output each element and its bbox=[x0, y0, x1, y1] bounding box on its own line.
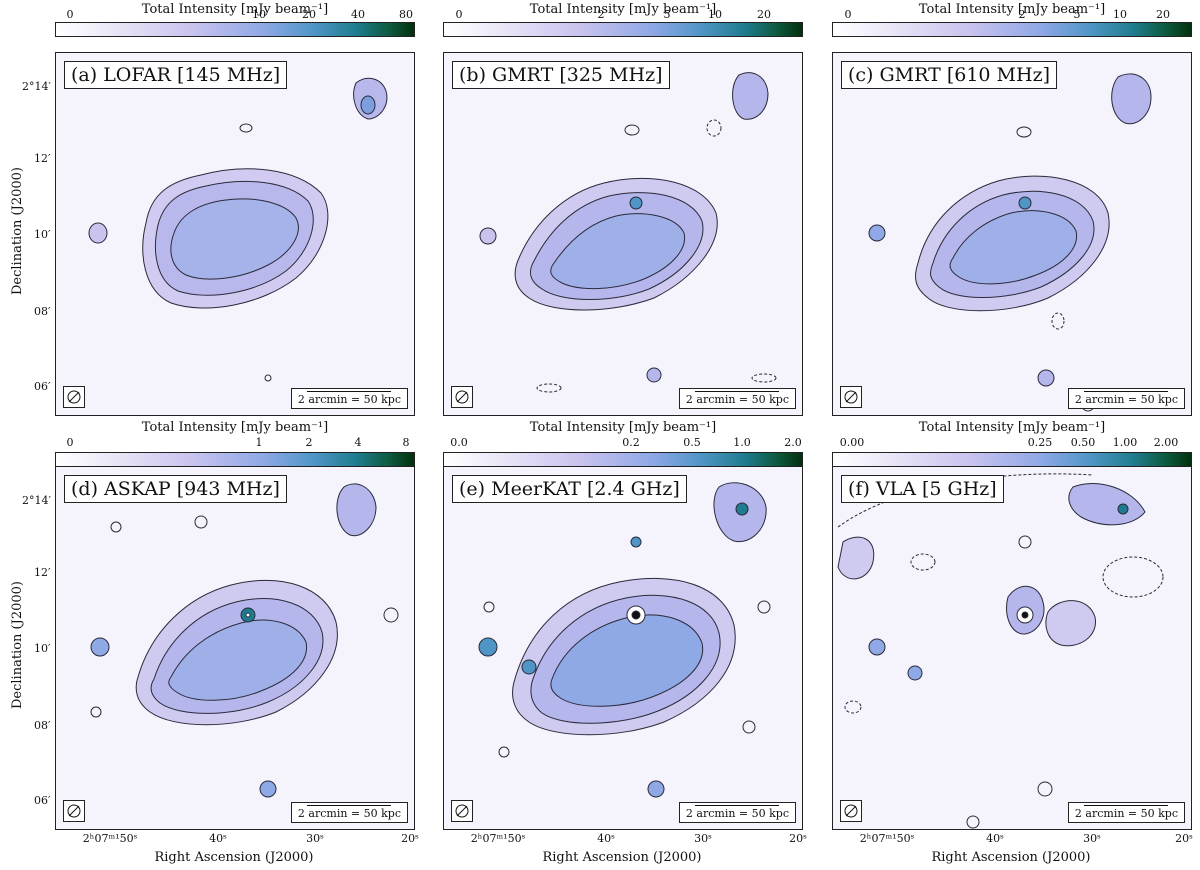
x-tick: 30ˢ bbox=[694, 832, 712, 845]
colorbar-tick: 2 bbox=[597, 8, 605, 21]
beam-ellipse-icon bbox=[63, 386, 85, 408]
colorbar-tick: 10 bbox=[708, 8, 722, 21]
radio-map: (c) GMRT [610 MHz] 2 arcmin = 50 kpc bbox=[832, 52, 1192, 416]
scale-bar: 2 arcmin = 50 kpc bbox=[290, 388, 408, 409]
beam-ellipse-icon bbox=[840, 800, 862, 822]
radio-map: (e) MeerKAT [2.4 GHz] 2 arcmin = 50 kpc bbox=[443, 466, 803, 830]
y-axis-label: Declination (J2000) bbox=[10, 167, 25, 295]
panel-label: (e) MeerKAT [2.4 GHz] bbox=[452, 475, 687, 503]
colorbar-tick: 4 bbox=[354, 436, 362, 449]
colorbar-tick: 1.00 bbox=[1112, 436, 1138, 449]
radio-map: (b) GMRT [325 MHz] 2 arcmin = 50 kpc bbox=[443, 52, 803, 416]
beam-ellipse-icon bbox=[451, 800, 473, 822]
x-tick: 30ˢ bbox=[1083, 832, 1101, 845]
panel-label: (a) LOFAR [145 MHz] bbox=[64, 61, 288, 89]
colorbar-title: Total Intensity [mJy beam⁻¹] bbox=[141, 420, 329, 435]
colorbar-tick: 5 bbox=[663, 8, 671, 21]
colorbar-tick: 20 bbox=[1156, 8, 1170, 21]
scale-text: 2 arcmin = 50 kpc bbox=[297, 393, 401, 406]
scale-text: 2 arcmin = 50 kpc bbox=[297, 807, 401, 820]
x-tick: 20ˢ bbox=[1175, 832, 1193, 845]
colorbar-tick: 1.0 bbox=[733, 436, 751, 449]
y-axis-label: Declination (J2000) bbox=[10, 581, 25, 709]
beam-ellipse-icon bbox=[63, 800, 85, 822]
colorbar-tick: 0.5 bbox=[683, 436, 701, 449]
colorbar-tick: 40 bbox=[351, 8, 365, 21]
x-tick: 20ˢ bbox=[789, 832, 807, 845]
radio-map: (f) VLA [5 GHz] 2 arcmin = 50 kpc bbox=[832, 466, 1192, 830]
scale-text: 2 arcmin = 50 kpc bbox=[685, 393, 789, 406]
colorbar-tick: 0 bbox=[66, 436, 74, 449]
colorbar-tick: 80 bbox=[399, 8, 413, 21]
beam-ellipse-icon bbox=[840, 386, 862, 408]
y-tick: 06′ bbox=[34, 380, 51, 393]
y-tick: 08′ bbox=[34, 305, 51, 318]
colorbar bbox=[443, 452, 803, 467]
colorbar-title: Total Intensity [mJy beam⁻¹] bbox=[529, 2, 717, 17]
colorbar-tick: 8 bbox=[402, 436, 410, 449]
x-tick: 40ˢ bbox=[209, 832, 227, 845]
colorbar-tick: 5 bbox=[1073, 8, 1081, 21]
scale-text: 2 arcmin = 50 kpc bbox=[1074, 807, 1178, 820]
colorbar-tick: 10 bbox=[252, 8, 266, 21]
colorbar-tick: 2.0 bbox=[784, 436, 802, 449]
scale-bar: 2 arcmin = 50 kpc bbox=[678, 802, 796, 823]
colorbar-tick: 0.0 bbox=[450, 436, 468, 449]
colorbar-tick: 2 bbox=[305, 436, 313, 449]
y-tick: 2°14′ bbox=[22, 80, 51, 93]
colorbar bbox=[55, 22, 415, 37]
x-axis-label: Right Ascension (J2000) bbox=[542, 850, 702, 865]
scale-bar: 2 arcmin = 50 kpc bbox=[1067, 388, 1185, 409]
scale-text: 2 arcmin = 50 kpc bbox=[1074, 393, 1178, 406]
colorbar bbox=[832, 22, 1192, 37]
colorbar-tick: 10 bbox=[1113, 8, 1127, 21]
colorbar-tick: 2 bbox=[1018, 8, 1026, 21]
colorbar-tick: 0.2 bbox=[622, 436, 640, 449]
y-tick: 06′ bbox=[34, 794, 51, 807]
colorbar-tick: 0 bbox=[66, 8, 74, 21]
scale-text: 2 arcmin = 50 kpc bbox=[685, 807, 789, 820]
colorbar-title: Total Intensity [mJy beam⁻¹] bbox=[918, 2, 1106, 17]
radio-map: (a) LOFAR [145 MHz] 2 arcmin = 50 kpc bbox=[55, 52, 415, 416]
colorbar-tick: 0 bbox=[844, 8, 852, 21]
scale-bar: 2 arcmin = 50 kpc bbox=[1067, 802, 1185, 823]
x-tick: 2ʰ07ᵐ¹50ˢ bbox=[859, 832, 915, 845]
x-axis-label: Right Ascension (J2000) bbox=[154, 850, 314, 865]
x-tick: 40ˢ bbox=[597, 832, 615, 845]
colorbar bbox=[55, 452, 415, 467]
scale-bar: 2 arcmin = 50 kpc bbox=[290, 802, 408, 823]
y-tick: 2°14′ bbox=[22, 494, 51, 507]
x-axis-label: Right Ascension (J2000) bbox=[931, 850, 1091, 865]
y-tick: 10′ bbox=[34, 642, 51, 655]
colorbar bbox=[443, 22, 803, 37]
colorbar-title: Total Intensity [mJy beam⁻¹] bbox=[529, 420, 717, 435]
colorbar-tick: 20 bbox=[757, 8, 771, 21]
beam-ellipse-icon bbox=[451, 386, 473, 408]
panel-label: (d) ASKAP [943 MHz] bbox=[64, 475, 287, 503]
y-tick: 08′ bbox=[34, 719, 51, 732]
colorbar-title: Total Intensity [mJy beam⁻¹] bbox=[141, 2, 329, 17]
x-tick: 20ˢ bbox=[401, 832, 419, 845]
radio-map: (d) ASKAP [943 MHz] 2 arcmin = 50 kpc bbox=[55, 466, 415, 830]
x-tick: 40ˢ bbox=[986, 832, 1004, 845]
y-tick: 12′ bbox=[34, 152, 51, 165]
colorbar-tick: 0.00 bbox=[839, 436, 865, 449]
y-tick: 10′ bbox=[34, 228, 51, 241]
panel-label: (f) VLA [5 GHz] bbox=[841, 475, 1004, 503]
colorbar-tick: 1 bbox=[255, 436, 263, 449]
colorbar bbox=[832, 452, 1192, 467]
y-tick: 12′ bbox=[34, 566, 51, 579]
colorbar-tick: 0.50 bbox=[1070, 436, 1096, 449]
panel-label: (c) GMRT [610 MHz] bbox=[841, 61, 1057, 89]
scale-bar: 2 arcmin = 50 kpc bbox=[678, 388, 796, 409]
colorbar-tick: 2.00 bbox=[1153, 436, 1179, 449]
colorbar-tick: 0 bbox=[455, 8, 463, 21]
colorbar-tick: 0.25 bbox=[1027, 436, 1053, 449]
panel-label: (b) GMRT [325 MHz] bbox=[452, 61, 670, 89]
x-tick: 2ʰ07ᵐ¹50ˢ bbox=[82, 832, 138, 845]
colorbar-title: Total Intensity [mJy beam⁻¹] bbox=[918, 420, 1106, 435]
x-tick: 30ˢ bbox=[306, 832, 324, 845]
x-tick: 2ʰ07ᵐ¹50ˢ bbox=[470, 832, 526, 845]
colorbar-tick: 20 bbox=[302, 8, 316, 21]
